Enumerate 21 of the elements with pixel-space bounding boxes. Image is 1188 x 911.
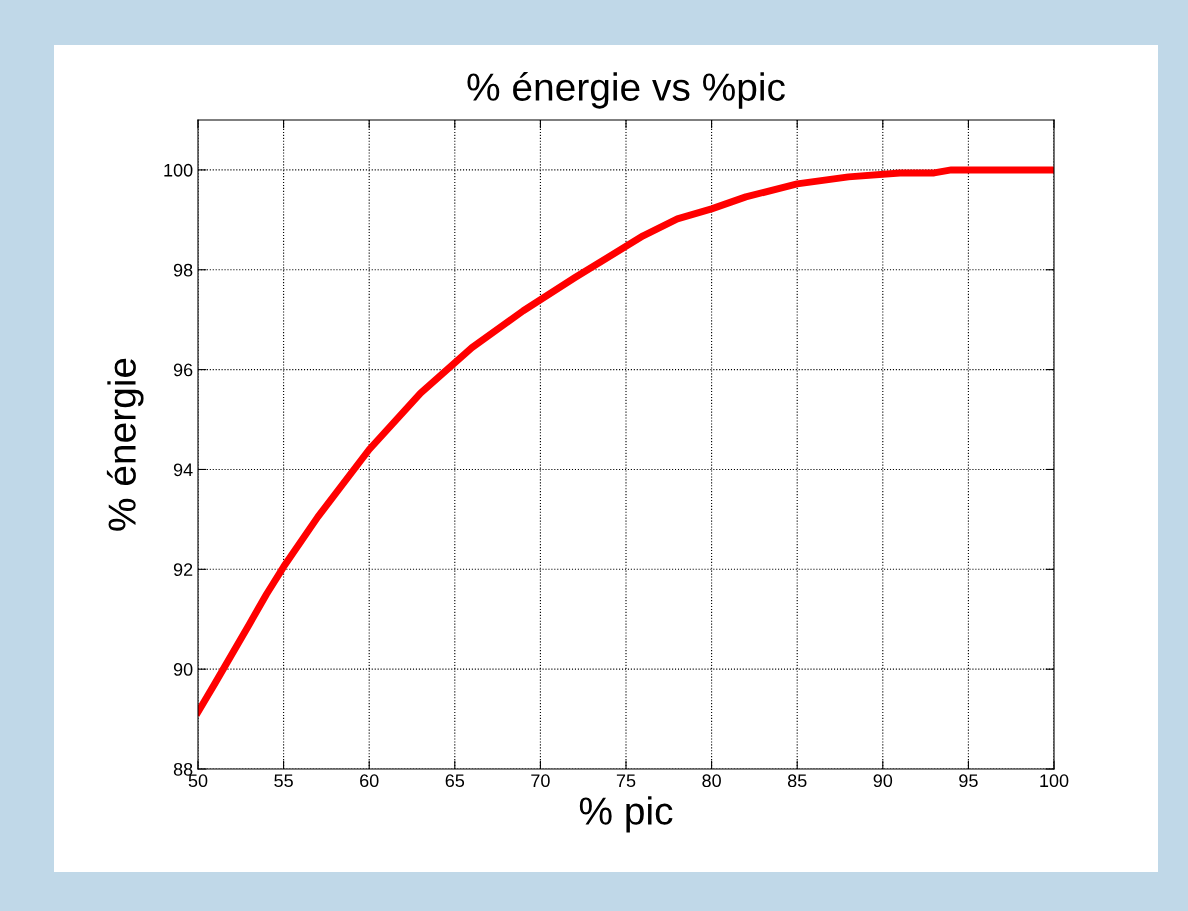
x-tick-label: 90 — [873, 774, 893, 788]
x-tick-label: 95 — [959, 774, 978, 788]
x-tick-label: 55 — [274, 774, 293, 788]
x-tick-label: 85 — [787, 774, 807, 788]
y-tick-label: 94 — [173, 463, 193, 477]
y-tick-label: 92 — [173, 563, 193, 577]
y-tick-label: 90 — [173, 663, 193, 676]
x-tick-label: 60 — [360, 774, 379, 788]
x-tick-label: 50 — [188, 774, 208, 788]
x-tick-label: 100 — [1040, 774, 1069, 788]
y-axis-title: % énergie — [106, 358, 144, 531]
x-tick-label: 80 — [702, 774, 721, 788]
y-tick-label: 96 — [173, 363, 193, 377]
y-tick-label: 100 — [164, 163, 193, 177]
y-tick-label: 98 — [173, 263, 193, 277]
x-tick-label: 65 — [445, 774, 465, 788]
x-tick-label: 70 — [531, 774, 550, 788]
chart-title: % énergie vs %pic — [467, 71, 785, 109]
x-tick-label: 75 — [616, 774, 636, 788]
y-tick-label: 88 — [173, 762, 193, 776]
x-axis-title: % pic — [579, 796, 673, 833]
